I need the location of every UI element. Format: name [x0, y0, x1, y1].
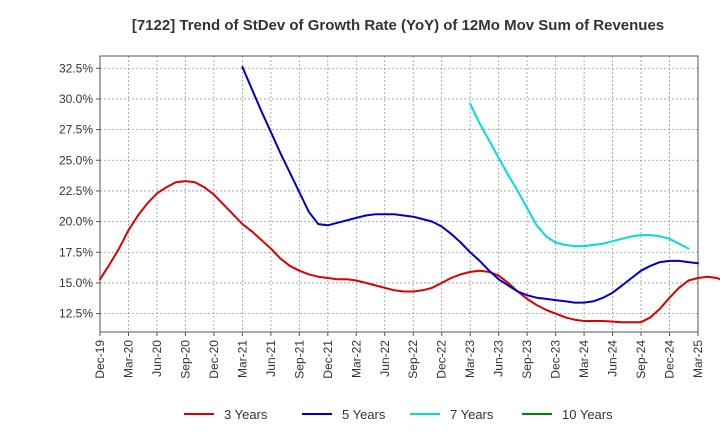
- x-tick-label: Dec-20: [207, 340, 221, 379]
- plot-border: [99, 55, 699, 333]
- x-tick-label: Dec-19: [93, 340, 107, 379]
- y-tick-label: 25.0%: [59, 153, 93, 167]
- legend-label: 3 Years: [224, 407, 268, 422]
- plot-area: [100, 56, 698, 332]
- legend: 3 Years 5 Years 7 Years 10 Years: [184, 407, 613, 422]
- x-tick-label: Dec-24: [663, 340, 677, 379]
- x-tick-label: Jun-22: [378, 340, 392, 377]
- y-tick-label: 15.0%: [59, 276, 93, 290]
- y-tick-label: 12.5%: [59, 307, 93, 321]
- chart-title: [7122] Trend of StDev of Growth Rate (Yo…: [132, 17, 664, 34]
- y-tick-label: 22.5%: [59, 184, 93, 198]
- x-tick-label: Jun-20: [150, 340, 164, 377]
- series-line-7-years: [469, 102, 690, 250]
- y-tick-label: 32.5%: [59, 61, 93, 75]
- series-line-5-years: [241, 66, 699, 304]
- y-tick-label: 20.0%: [59, 215, 93, 229]
- x-tick-label: Mar-24: [577, 340, 591, 378]
- x-tick-label: Sep-23: [520, 340, 534, 379]
- y-tick-label: 27.5%: [59, 123, 93, 137]
- y-tick-label: 17.5%: [59, 245, 93, 259]
- y-axis: 12.5% 15.0% 17.5% 20.0% 22.5% 25.0% 27.5% 30.0%…: [59, 61, 100, 321]
- x-tick-label: Mar-23: [463, 340, 477, 378]
- x-axis: Dec-19 Mar-20 Jun-20 Sep-20 Dec-20 Mar-21 Jun-…: [93, 332, 705, 379]
- x-tick-label: Sep-20: [178, 340, 192, 379]
- x-tick-label: Dec-23: [549, 340, 563, 379]
- x-tick-label: Jun-23: [492, 340, 506, 377]
- x-tick-label: Mar-20: [121, 340, 135, 378]
- x-tick-label: Mar-25: [691, 340, 705, 378]
- x-tick-label: Sep-22: [406, 340, 420, 379]
- x-tick-label: Sep-21: [292, 340, 306, 379]
- x-tick-label: Mar-22: [349, 340, 363, 378]
- x-tick-label: Dec-22: [435, 340, 449, 379]
- x-tick-label: Mar-21: [235, 340, 249, 378]
- x-tick-label: Dec-21: [321, 340, 335, 379]
- x-tick-label: Jun-21: [264, 340, 278, 377]
- y-tick-label: 30.0%: [59, 92, 93, 106]
- legend-label: 10 Years: [562, 407, 613, 422]
- legend-label: 7 Years: [450, 407, 494, 422]
- x-tick-label: Jun-24: [606, 340, 620, 377]
- series-layer: [99, 66, 720, 324]
- legend-label: 5 Years: [342, 407, 386, 422]
- x-tick-label: Sep-24: [634, 340, 648, 379]
- series-line-3-years: [99, 180, 720, 324]
